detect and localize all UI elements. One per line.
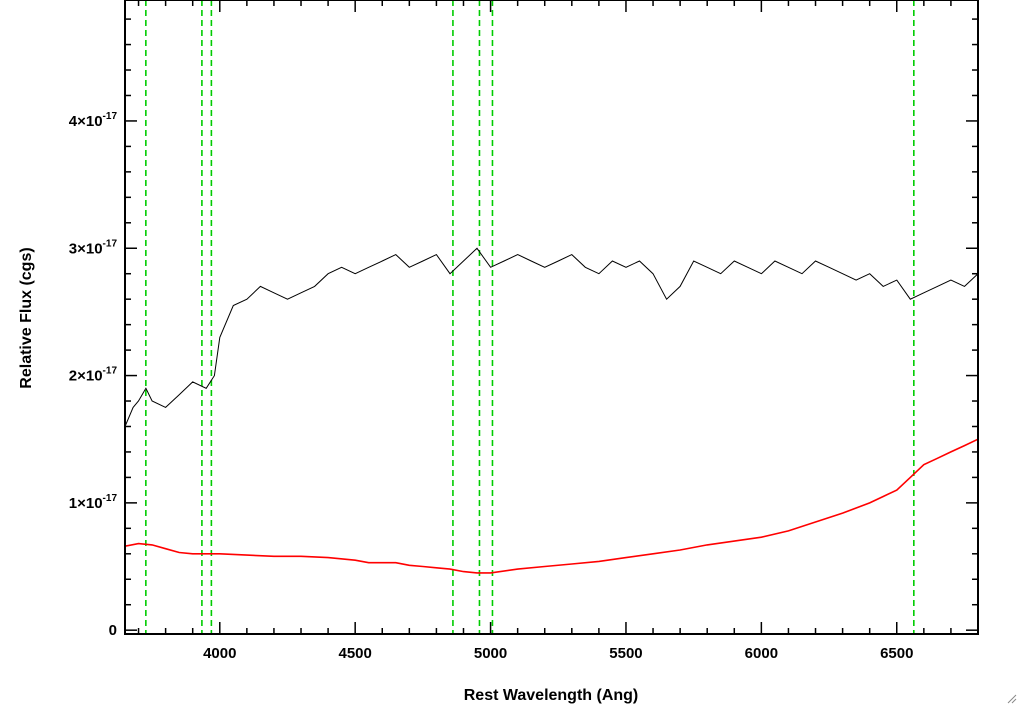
resize-grip-icon[interactable] bbox=[1007, 694, 1017, 704]
x-tick-label: 4000 bbox=[203, 645, 236, 662]
reference-lines bbox=[145, 0, 915, 634]
x-tick-label: 6500 bbox=[880, 645, 913, 662]
y-axis-label: Relative Flux (cgs) bbox=[18, 247, 35, 388]
x-tick-labels: 4000 4500 5000 5500 6000 6500 bbox=[203, 645, 913, 662]
x-tick-label: 4500 bbox=[338, 645, 371, 662]
x-axis-label: Rest Wavelength (Ang) bbox=[464, 687, 639, 704]
x-tick-label: 5000 bbox=[474, 645, 507, 662]
series-line-1 bbox=[124, 247, 979, 427]
series-line-2 bbox=[124, 438, 979, 574]
y-tick-label: 0 bbox=[109, 622, 117, 639]
axis-ticks bbox=[125, 0, 979, 634]
spectrum-series bbox=[124, 247, 979, 574]
y-tick-label: 3×10-17 bbox=[69, 238, 118, 257]
plot-frame bbox=[124, 0, 979, 635]
y-tick-label: 4×10-17 bbox=[69, 111, 118, 130]
y-tick-labels: 0 1×10-17 2×10-17 3×10-17 4×10-17 bbox=[69, 111, 118, 639]
y-tick-label: 2×10-17 bbox=[69, 366, 118, 385]
y-tick-label: 1×10-17 bbox=[69, 493, 118, 512]
x-tick-label: 6000 bbox=[745, 645, 778, 662]
x-tick-label: 5500 bbox=[609, 645, 642, 662]
